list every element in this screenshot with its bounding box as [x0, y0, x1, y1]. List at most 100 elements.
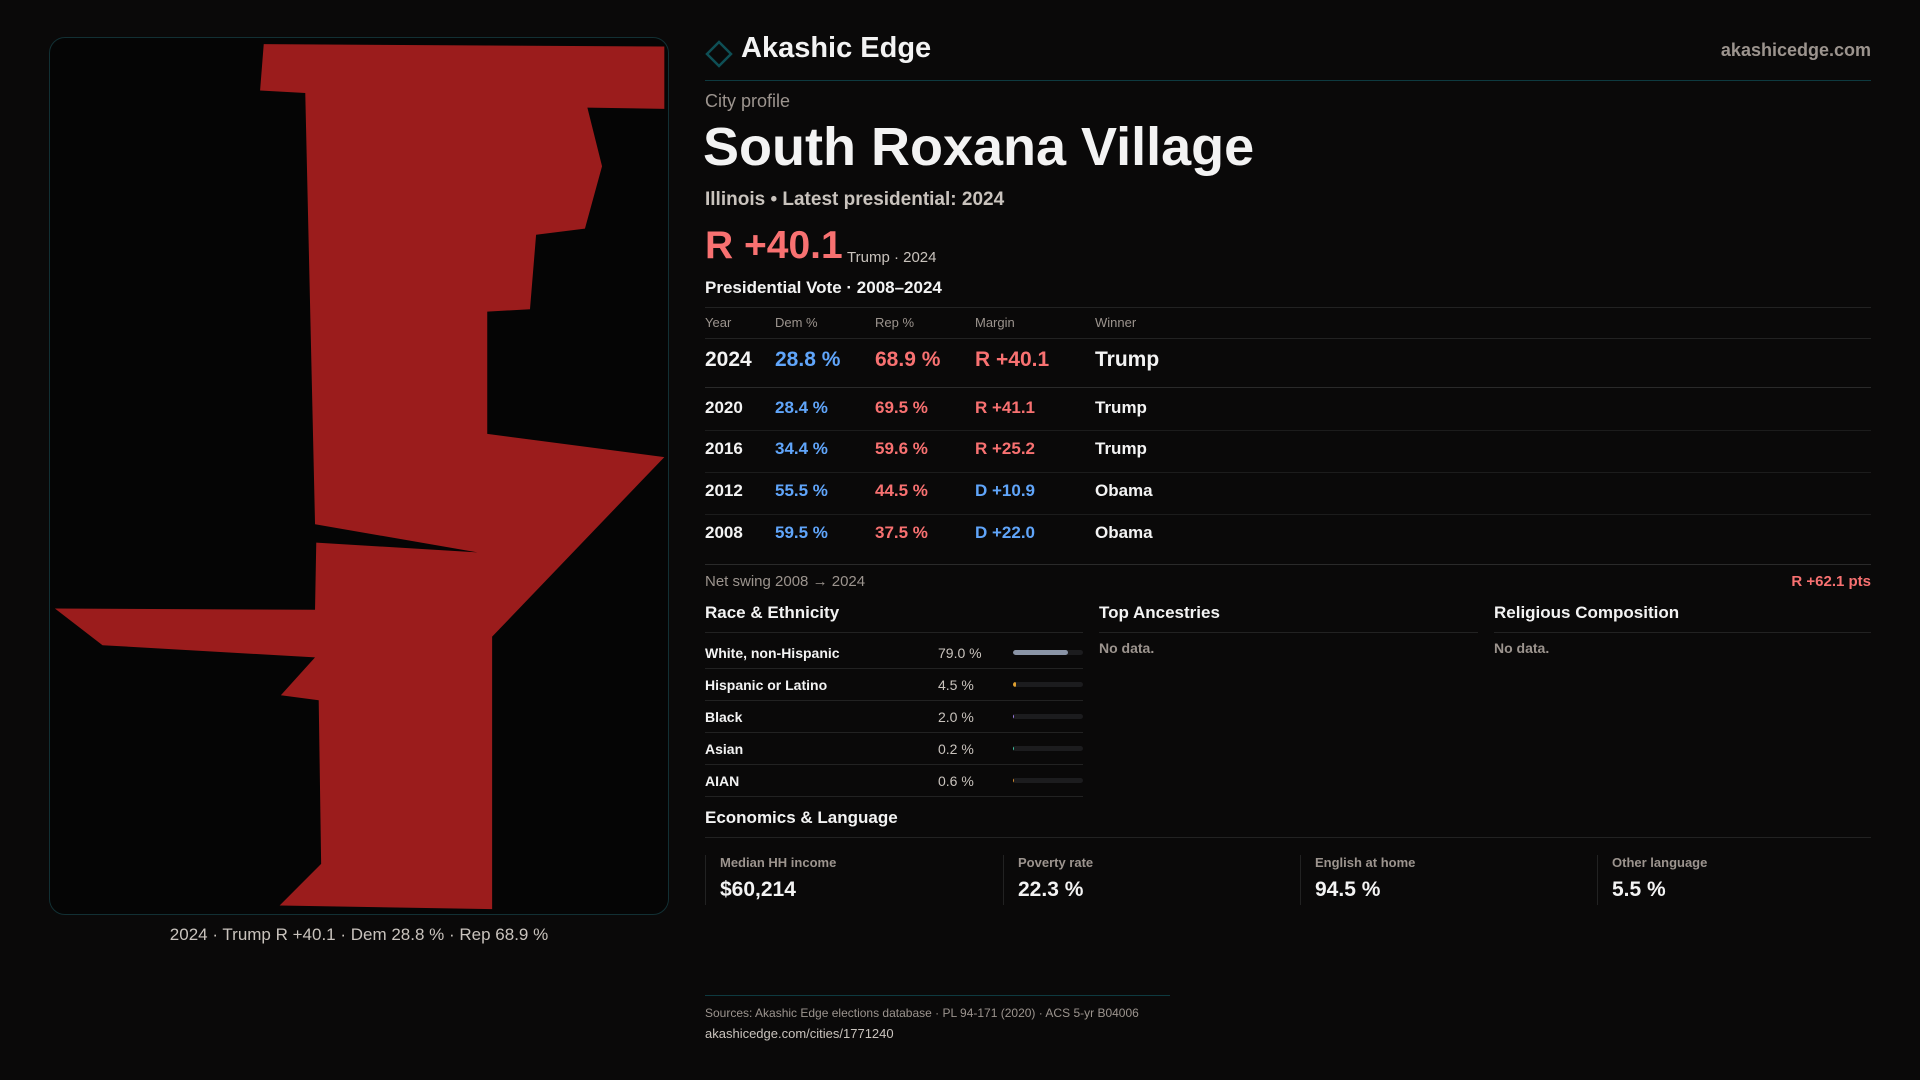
divider: [1494, 632, 1871, 633]
divider: [705, 338, 1871, 339]
religion-empty: No data.: [1494, 640, 1550, 656]
race-bar-fill: [1013, 650, 1069, 655]
stat-card: Median HH income $60,214: [705, 855, 836, 905]
swing-label: Net swing 2008 → 2024: [705, 573, 866, 590]
map-caption: 2024 · Trump R +40.1 · Dem 28.8 % · Rep …: [169, 925, 549, 944]
col-winner: Winner: [1095, 315, 1137, 330]
footer-sources: Sources: Akashic Edge elections database…: [705, 1006, 1139, 1020]
race-value: 79.0 %: [938, 645, 982, 661]
margin: R +41.1: [975, 398, 1036, 417]
race-value: 0.6 %: [938, 773, 974, 789]
city-boundary-shape: [54, 44, 665, 910]
ancestries-title: Top Ancestries: [1099, 603, 1220, 622]
year: 2012: [705, 481, 743, 500]
race-name: Black: [705, 709, 743, 725]
stat-label: Poverty rate: [1018, 855, 1094, 870]
race-bar-fill: [1013, 682, 1017, 687]
race-name: White, non-Hispanic: [705, 645, 840, 661]
dem-pct: 59.5 %: [775, 523, 828, 542]
year: 2008: [705, 523, 743, 542]
city-map: [49, 37, 669, 915]
header-divider: [705, 80, 1871, 81]
divider: [705, 837, 1871, 838]
subtitle: Illinois • Latest presidential: 2024: [705, 189, 1005, 210]
winner: Trump: [1095, 439, 1147, 458]
race-name: AIAN: [705, 773, 740, 789]
winner: Obama: [1095, 523, 1153, 542]
footer-divider: [705, 995, 1170, 996]
divider: [705, 472, 1871, 473]
race-row: White, non-Hispanic 79.0 %: [705, 637, 1083, 669]
year: 2020: [705, 398, 743, 417]
brand-name: Akashic Edge: [741, 32, 932, 64]
stat-value: 22.3 %: [1018, 878, 1084, 901]
col-year: Year: [705, 315, 732, 330]
stat-label: Other language: [1612, 855, 1708, 870]
religion-title: Religious Composition: [1494, 603, 1680, 622]
ancestries-empty: No data.: [1099, 640, 1155, 656]
winner: Obama: [1095, 481, 1153, 500]
brand-domain-link[interactable]: akashicedge.com: [1720, 40, 1871, 60]
divider: [705, 632, 1083, 633]
stat-value: 5.5 %: [1612, 878, 1666, 901]
dem-pct: 34.4 %: [775, 439, 828, 458]
winner: Trump: [1095, 348, 1160, 371]
col-margin: Margin: [975, 315, 1015, 330]
race-bar: [1013, 682, 1083, 687]
race-bar: [1013, 746, 1083, 751]
divider: [705, 564, 1871, 565]
stat-card: Poverty rate 22.3 %: [1003, 855, 1093, 905]
race-name: Asian: [705, 741, 744, 757]
dem-pct: 55.5 %: [775, 481, 828, 500]
divider: [1099, 632, 1478, 633]
headline-note: Trump · 2024: [847, 249, 937, 266]
diamond-logo-icon: [705, 40, 733, 68]
col-rep: Rep %: [875, 315, 915, 330]
dem-pct: 28.4 %: [775, 398, 828, 417]
stat-label: Median HH income: [720, 855, 837, 870]
race-bar: [1013, 714, 1083, 719]
winner: Trump: [1095, 398, 1147, 417]
margin: R +40.1: [975, 348, 1050, 371]
rep-pct: 59.6 %: [875, 439, 928, 458]
race-bar-fill: [1013, 746, 1015, 751]
footer-url[interactable]: akashicedge.com/cities/1771240: [705, 1026, 894, 1041]
race-row: Asian 0.2 %: [705, 733, 1083, 765]
rep-pct: 37.5 %: [875, 523, 928, 542]
race-bar: [1013, 778, 1083, 783]
divider: [705, 307, 1871, 308]
votes-title: Presidential Vote · 2008–2024: [705, 278, 942, 297]
divider: [705, 387, 1871, 388]
race-name: Hispanic or Latino: [705, 677, 828, 693]
race-value: 4.5 %: [938, 677, 974, 693]
race-row: Black 2.0 %: [705, 701, 1083, 733]
economics-title: Economics & Language: [705, 808, 898, 827]
race-value: 0.2 %: [938, 741, 974, 757]
race-bar-fill: [1013, 714, 1015, 719]
year: 2016: [705, 439, 743, 458]
stat-label: English at home: [1315, 855, 1416, 870]
race-row: AIAN 0.6 %: [705, 765, 1083, 797]
stat-card: Other language 5.5 %: [1597, 855, 1707, 905]
divider: [705, 514, 1871, 515]
rep-pct: 44.5 %: [875, 481, 928, 500]
race-value: 2.0 %: [938, 709, 974, 725]
headline-margin: R +40.1: [705, 224, 843, 267]
race-bar: [1013, 650, 1083, 655]
kicker: City profile: [705, 91, 791, 111]
swing-value: R +62.1 pts: [1791, 573, 1871, 590]
margin: D +10.9: [975, 481, 1036, 500]
race-bar-fill: [1013, 778, 1015, 783]
year: 2024: [705, 348, 752, 371]
rep-pct: 68.9 %: [875, 348, 941, 371]
stat-card: English at home 94.5 %: [1300, 855, 1415, 905]
race-title: Race & Ethnicity: [705, 603, 840, 622]
stat-value: 94.5 %: [1315, 878, 1381, 901]
race-row: Hispanic or Latino 4.5 %: [705, 669, 1083, 701]
margin: R +25.2: [975, 439, 1036, 458]
col-dem: Dem %: [775, 315, 818, 330]
page-title: South Roxana Village: [703, 117, 1255, 177]
stat-value: $60,214: [720, 878, 796, 901]
dem-pct: 28.8 %: [775, 348, 841, 371]
divider: [705, 430, 1871, 431]
